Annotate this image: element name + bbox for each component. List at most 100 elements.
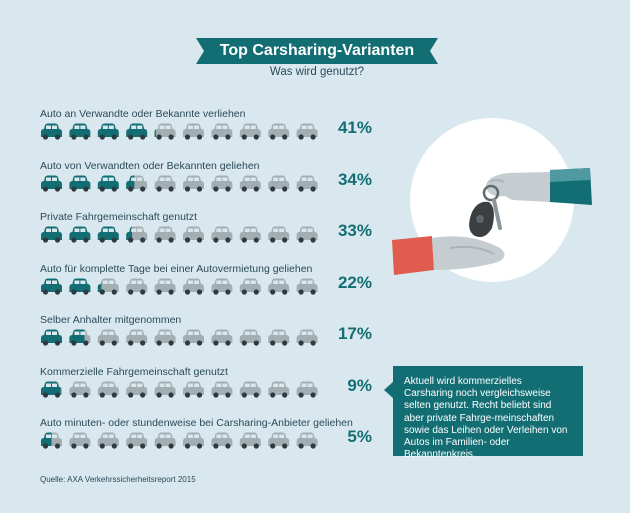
car-icon	[154, 278, 176, 295]
car-icon	[97, 278, 119, 295]
car-icon	[154, 226, 176, 243]
car-row	[41, 226, 318, 243]
car-icon	[183, 278, 204, 295]
car-icon	[239, 123, 261, 140]
car-icon	[154, 123, 176, 140]
info-box-pointer	[384, 381, 394, 399]
car-icon	[41, 226, 62, 243]
car-icon	[126, 432, 148, 449]
car-icon	[126, 175, 148, 192]
value-label: 9%	[347, 375, 372, 395]
car-row	[41, 278, 318, 295]
value-label: 33%	[337, 221, 372, 240]
car-icon	[41, 381, 62, 398]
car-icon	[268, 226, 290, 243]
car-icon	[183, 329, 204, 346]
car-icon	[296, 123, 318, 140]
car-icon	[268, 329, 290, 346]
banner-ribbon-shape	[196, 38, 438, 64]
car-icon	[126, 329, 148, 346]
car-icon	[268, 175, 290, 192]
value-label: 5%	[347, 427, 372, 446]
car-icon	[154, 381, 176, 398]
car-icon	[41, 329, 62, 346]
car-icon	[154, 329, 176, 346]
title-banner: Top Carsharing-Varianten	[196, 38, 438, 64]
car-icon	[296, 175, 318, 192]
category-label: Auto für komplette Tage bei einer Autove…	[40, 262, 313, 275]
car-icon	[211, 381, 233, 398]
car-icon	[41, 123, 62, 140]
car-icon	[268, 432, 290, 449]
value-label: 34%	[337, 169, 372, 189]
page-title: Top Carsharing-Varianten	[219, 42, 415, 59]
car-icon	[69, 432, 91, 449]
car-row	[41, 175, 318, 192]
car-icon	[97, 226, 119, 243]
category-label: Auto an Verwandte oder Bekannte verliehe…	[40, 108, 246, 120]
category-label: Kommerzielle Fahrgemeinschaft genutzt	[40, 365, 228, 378]
car-key-handover-icon	[390, 110, 630, 310]
car-icon	[97, 381, 119, 398]
car-icon	[268, 123, 290, 140]
car-icon	[41, 432, 62, 449]
car-icon	[183, 175, 204, 192]
car-row	[41, 381, 318, 398]
category-label: Selber Anhalter mitgenommen	[40, 314, 182, 326]
car-icon	[239, 175, 261, 192]
car-icon	[126, 226, 148, 243]
car-icon	[69, 278, 91, 295]
car-icon	[126, 123, 148, 140]
car-icon	[69, 381, 91, 398]
car-icon	[211, 175, 233, 192]
car-icon	[211, 226, 233, 243]
car-icon	[41, 278, 62, 295]
value-label: 22%	[337, 272, 372, 292]
car-row	[41, 432, 318, 449]
car-icon	[183, 432, 204, 449]
car-icon	[97, 175, 119, 192]
car-icon	[211, 123, 233, 140]
car-icon	[69, 329, 91, 346]
car-icon	[268, 381, 290, 398]
car-icon	[239, 432, 261, 449]
category-label: Private Fahrgemeinschaft genutzt	[40, 211, 197, 223]
car-icon	[97, 123, 119, 140]
car-icon	[41, 175, 62, 192]
car-icon	[296, 432, 318, 449]
value-label: 17%	[337, 324, 372, 343]
car-icon	[296, 381, 318, 398]
category-label: Auto von Verwandten oder Bekannten gelie…	[40, 159, 260, 172]
car-icon	[69, 123, 91, 140]
car-icon	[239, 329, 261, 346]
car-icon	[97, 329, 119, 346]
car-icon	[268, 278, 290, 295]
car-icon	[296, 278, 318, 295]
car-icon	[211, 329, 233, 346]
car-icon	[69, 175, 91, 192]
car-icon	[239, 278, 261, 295]
page-subtitle: Was wird genutzt?	[269, 66, 365, 78]
car-icon	[296, 329, 318, 346]
car-icon	[183, 381, 204, 398]
category-label: Auto minuten- oder stundenweise bei Cars…	[40, 417, 353, 429]
car-icon	[126, 381, 148, 398]
value-label: 41%	[337, 118, 372, 137]
car-icon	[211, 278, 233, 295]
car-icon	[183, 123, 204, 140]
car-icon	[69, 226, 91, 243]
car-icon	[296, 226, 318, 243]
car-row	[41, 329, 318, 346]
car-icon	[239, 226, 261, 243]
car-icon	[97, 432, 119, 449]
car-icon	[239, 381, 261, 398]
info-box: Aktuell wird kommerzielles Carsharing no…	[393, 366, 583, 460]
car-icon	[211, 432, 233, 449]
car-icon	[154, 175, 176, 192]
source-note: Quelle: AXA Verkehrssicherheitsreport 20…	[40, 475, 196, 484]
car-icon	[154, 432, 176, 449]
car-icon	[126, 278, 148, 295]
car-icon	[183, 226, 204, 243]
car-row	[41, 123, 318, 140]
